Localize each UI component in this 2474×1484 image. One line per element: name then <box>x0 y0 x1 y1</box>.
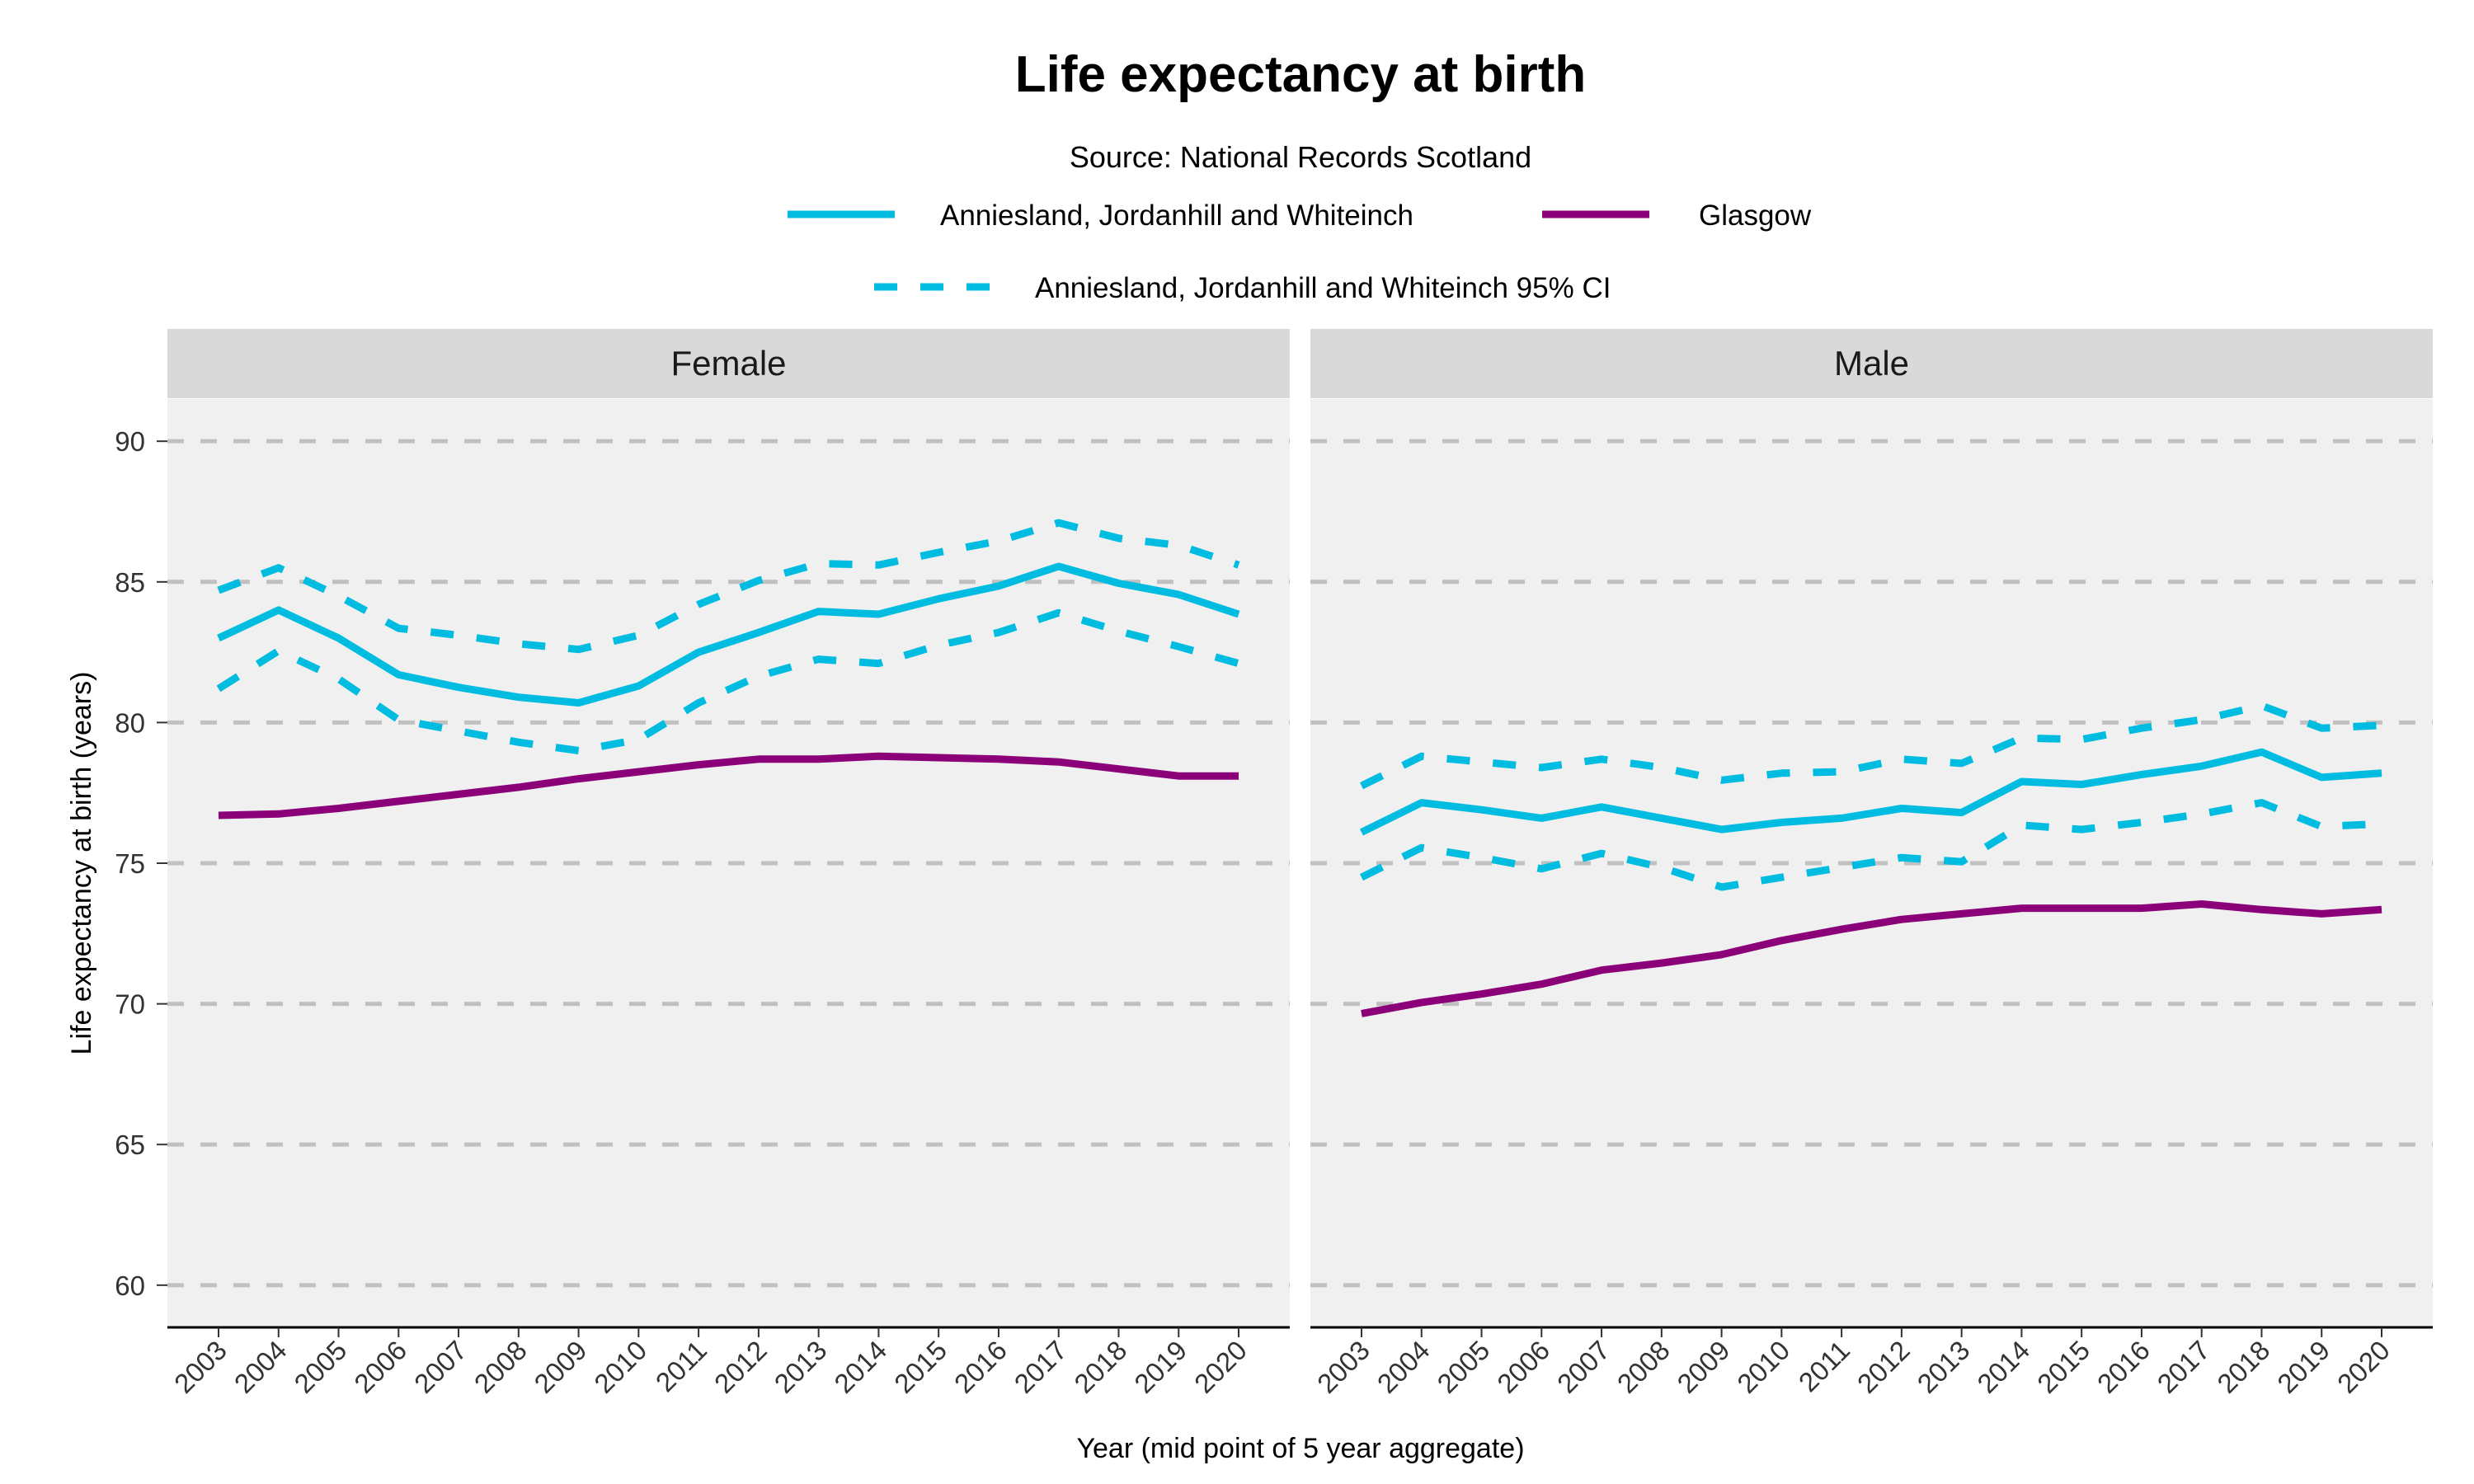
x-tick-label: 2019 <box>1128 1335 1192 1399</box>
legend-label-glasgow: Glasgow <box>1699 200 1812 232</box>
x-tick-label: 2020 <box>1188 1335 1253 1399</box>
x-tick-label: 2006 <box>348 1335 412 1399</box>
x-tick-label: 2016 <box>2091 1335 2156 1399</box>
x-tick-label: 2008 <box>468 1335 533 1399</box>
x-tick-label: 2013 <box>1912 1335 1976 1399</box>
x-tick-label: 2009 <box>528 1335 592 1399</box>
x-tick-label: 2016 <box>948 1335 1013 1399</box>
x-tick-label: 2005 <box>1431 1335 1495 1399</box>
y-tick-label: 75 <box>115 848 145 879</box>
chart-title: Life expectancy at birth <box>1015 46 1587 103</box>
x-tick-label: 2010 <box>588 1335 652 1399</box>
y-tick-label: 90 <box>115 426 145 457</box>
legend-label-anniesland: Anniesland, Jordanhill and Whiteinch <box>940 200 1413 232</box>
facet-label: Female <box>670 344 786 383</box>
y-tick-label: 85 <box>115 567 145 598</box>
x-tick-label: 2014 <box>1971 1335 2035 1399</box>
panel-male: Male 200320042005200620072008200920102011… <box>1310 329 2433 1399</box>
x-tick-label: 2012 <box>1851 1335 1916 1399</box>
y-tick-label: 60 <box>115 1270 145 1301</box>
series-line-ci-upper <box>1360 702 2382 790</box>
x-tick-label: 2017 <box>2152 1335 2216 1399</box>
series-line-glasgow <box>1361 900 2382 1017</box>
y-tick-label: 65 <box>115 1129 145 1160</box>
x-tick-label: 2004 <box>228 1335 293 1399</box>
chart-subtitle: Source: National Records Scotland <box>1070 140 1531 174</box>
series-line-anniesland <box>1360 748 2382 836</box>
y-axis-title: Life expectancy at birth (years) <box>66 672 97 1055</box>
x-tick-label: 2006 <box>1491 1335 1555 1399</box>
x-tick-label: 2011 <box>1793 1335 1856 1397</box>
x-tick-label: 2008 <box>1611 1335 1676 1399</box>
facet-label: Male <box>1834 344 1909 383</box>
x-tick-label: 2018 <box>1068 1335 1132 1399</box>
x-tick-label: 2015 <box>2031 1335 2095 1399</box>
y-tick-label: 70 <box>115 989 145 1020</box>
series-line-glasgow <box>218 752 1239 819</box>
x-tick-label: 2003 <box>1311 1335 1376 1399</box>
x-tick-label: 2007 <box>408 1335 473 1399</box>
x-tick-label: 2013 <box>769 1335 833 1399</box>
panel-female: Female 60 65 70 75 80 85 90 20032004200520062007… <box>115 329 1290 1399</box>
x-axis-title: Year (mid point of 5 year aggregate) <box>1076 1433 1524 1464</box>
x-tick-label: 2015 <box>888 1335 952 1399</box>
x-tick-label: 2012 <box>708 1335 773 1399</box>
x-tick-label: 2007 <box>1551 1335 1616 1399</box>
x-tick-label: 2017 <box>1009 1335 1073 1399</box>
x-tick-label: 2019 <box>2271 1335 2335 1399</box>
x-tick-label: 2005 <box>288 1335 352 1399</box>
series-line-ci-upper <box>217 519 1240 654</box>
x-tick-label: 2003 <box>168 1335 233 1399</box>
series-line-ci-lower <box>1360 799 2382 891</box>
y-tick-label: 80 <box>115 707 145 738</box>
facet-strip <box>1310 329 2433 398</box>
series-line-ci-lower <box>216 608 1240 754</box>
legend-label-ci: Anniesland, Jordanhill and Whiteinch 95%… <box>1035 272 1611 304</box>
x-tick-label: 2009 <box>1671 1335 1735 1399</box>
legend: Anniesland, Jordanhill and Whiteinch Gla… <box>788 200 1812 304</box>
x-tick-label: 2020 <box>2331 1335 2396 1399</box>
x-tick-label: 2010 <box>1731 1335 1795 1399</box>
facet-strip <box>167 329 1290 398</box>
x-tick-label: 2018 <box>2211 1335 2275 1399</box>
x-tick-label: 2011 <box>650 1335 713 1397</box>
x-tick-label: 2004 <box>1371 1335 1436 1399</box>
series-line-anniesland <box>217 562 1240 707</box>
x-tick-label: 2014 <box>828 1335 892 1399</box>
